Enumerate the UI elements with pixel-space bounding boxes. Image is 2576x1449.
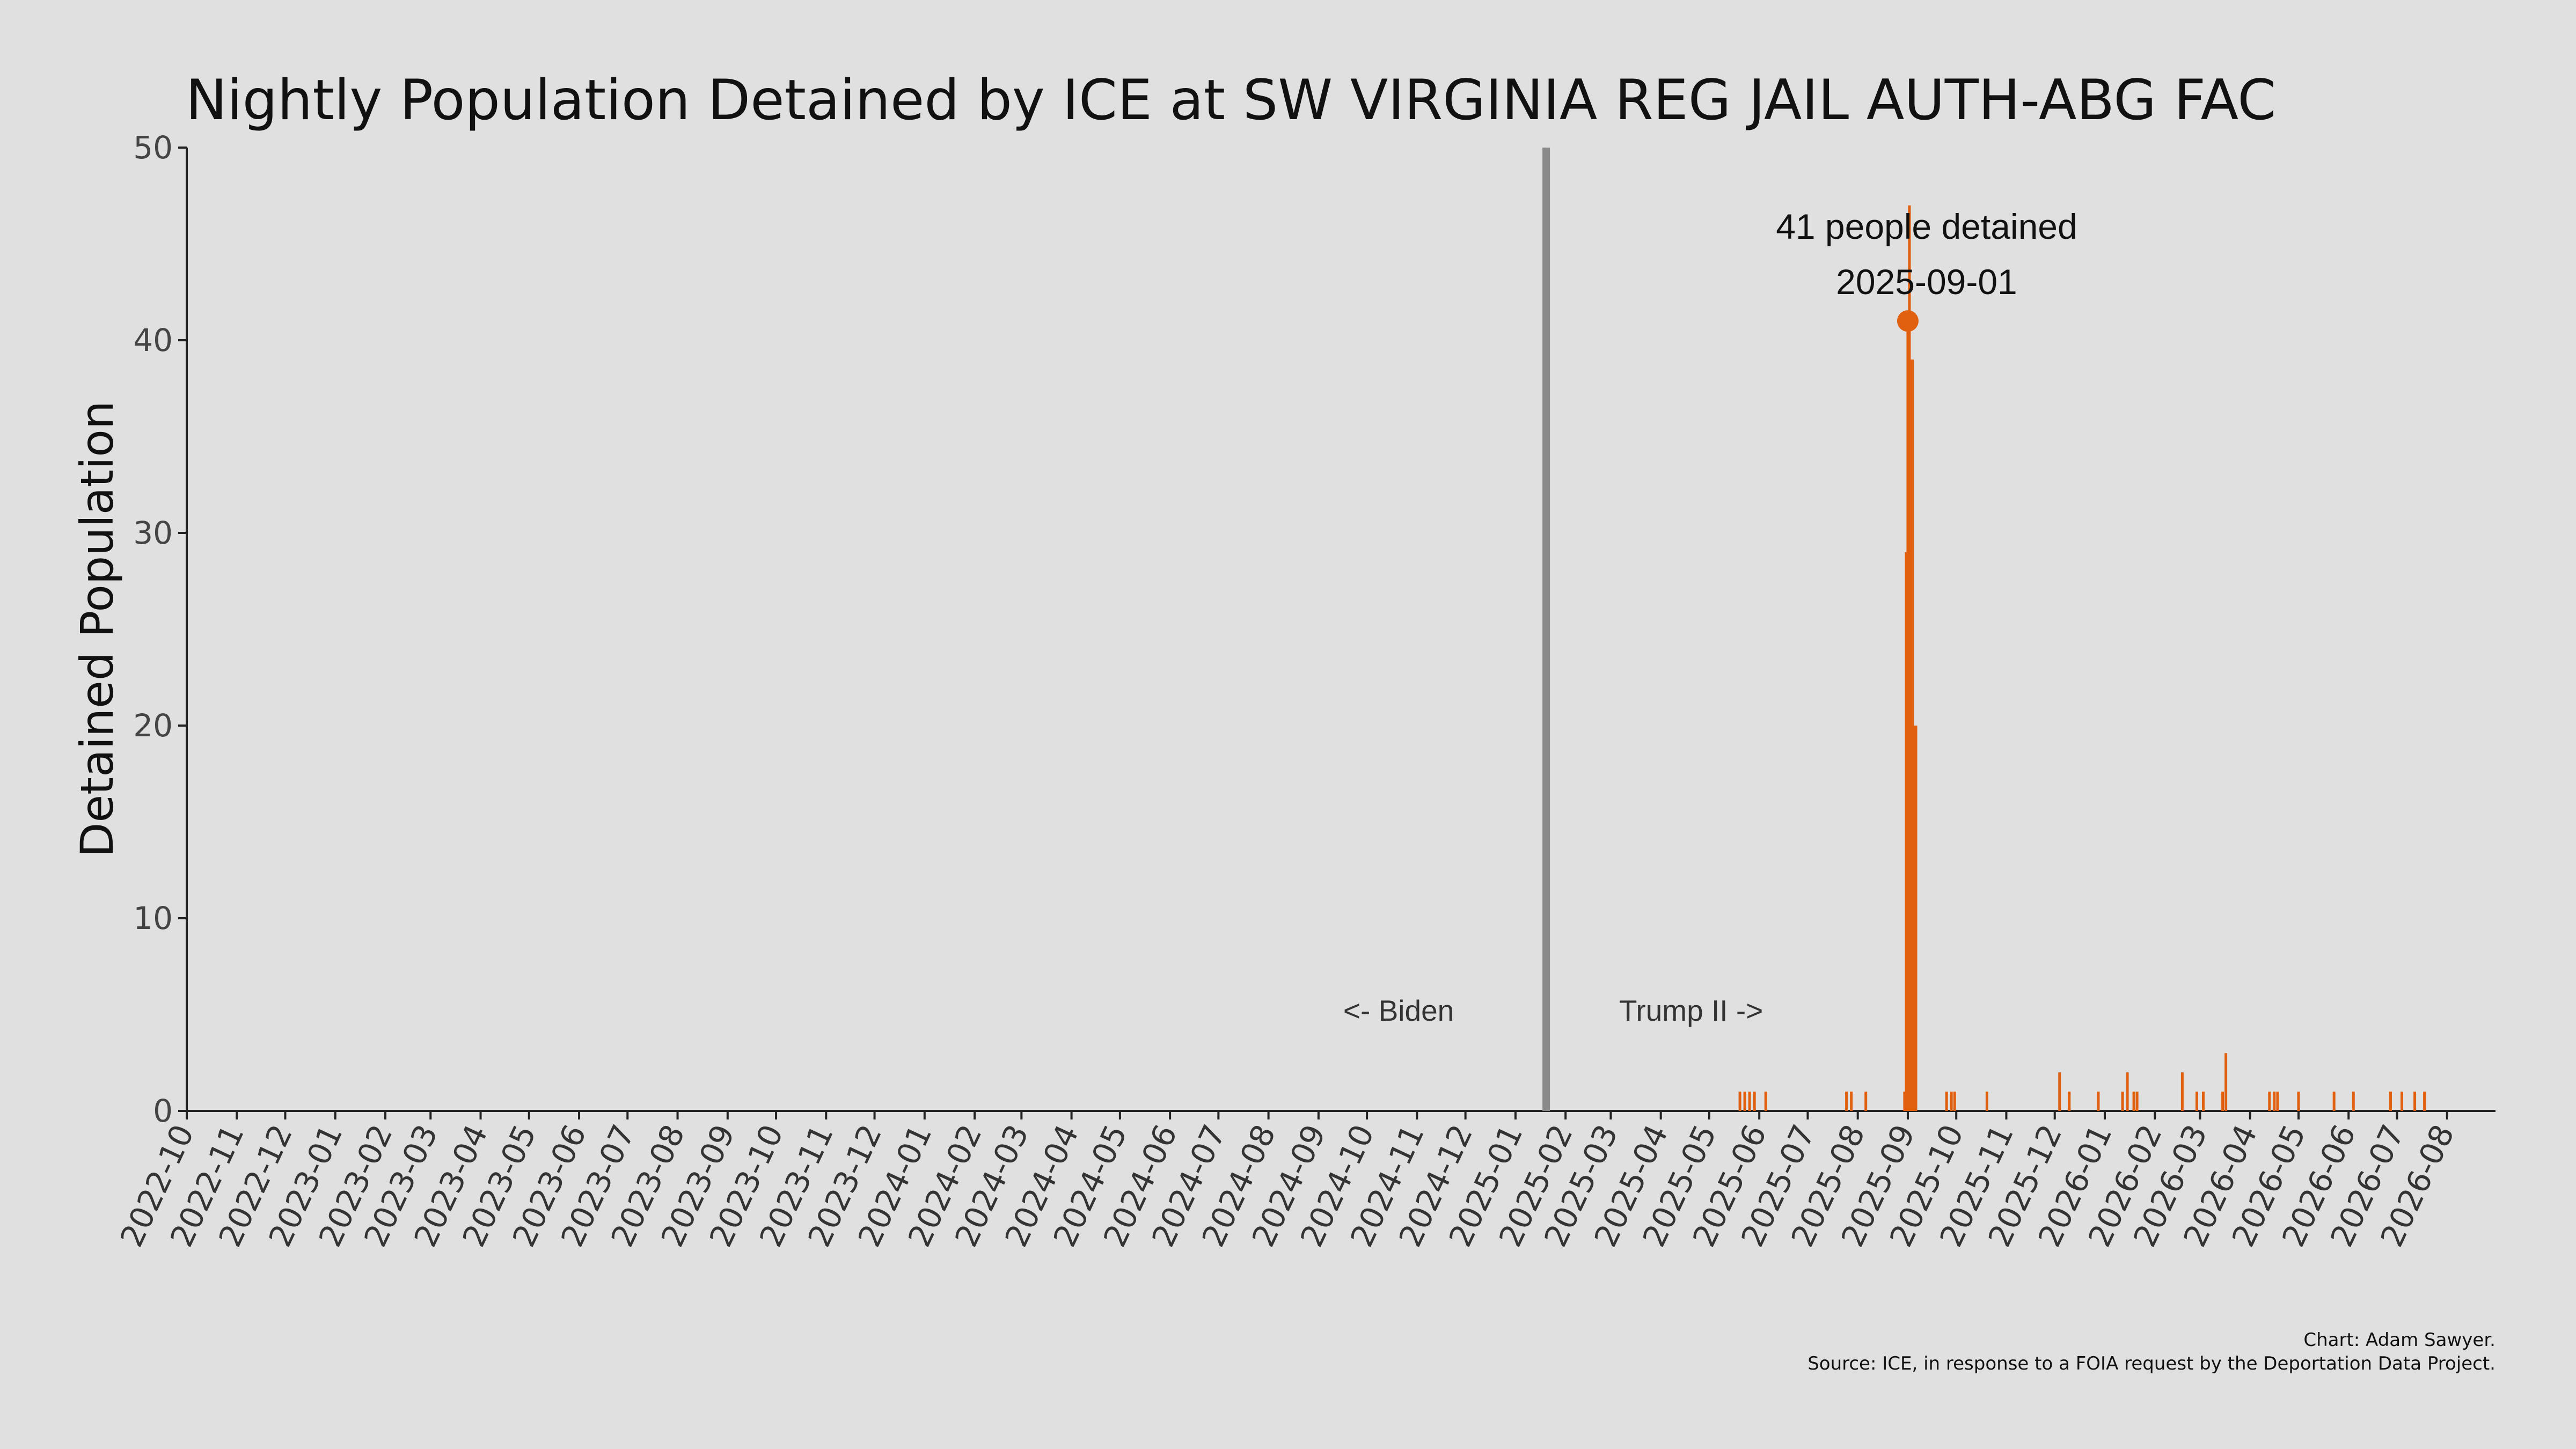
y-tick-label: 40 (133, 322, 173, 358)
bar (2221, 1092, 2224, 1111)
x-axis-ticks: 2022-102022-112022-122023-012023-022023-… (113, 1111, 2461, 1253)
bar (1913, 726, 1916, 1111)
bar (2423, 1092, 2426, 1111)
peak-annotation-count: 41 people detained (1776, 207, 2077, 246)
bar (1950, 1092, 1953, 1111)
bar (2195, 1092, 2198, 1111)
bar (1903, 1092, 1906, 1111)
y-tick-label: 30 (133, 515, 173, 551)
bar (2352, 1092, 2355, 1111)
bar (2273, 1092, 2276, 1111)
credit-source: Source: ICE, in response to a FOIA reque… (1807, 1353, 2496, 1374)
bar (2297, 1092, 2300, 1111)
bar (1905, 552, 1908, 1111)
bar (2121, 1092, 2124, 1111)
y-axis-ticks: 0 10 20 30 40 50 (133, 129, 187, 1129)
peak-marker (1897, 310, 1919, 332)
y-tick-label: 0 (153, 1093, 173, 1129)
bars (1738, 205, 2426, 1111)
bar (2135, 1092, 2139, 1111)
chart-title: Nightly Population Detained by ICE at SW… (186, 68, 2276, 133)
biden-era-label: <- Biden (1343, 994, 1454, 1027)
bar (1906, 321, 1909, 1111)
bar (2276, 1092, 2279, 1111)
y-tick-label: 50 (133, 129, 173, 166)
bar (1764, 1092, 1767, 1111)
bar (1953, 1092, 1956, 1111)
bar (1738, 1092, 1741, 1111)
bar (1748, 1092, 1751, 1111)
bar (2332, 1092, 2336, 1111)
bar (2201, 1092, 2205, 1111)
bar (1908, 205, 1911, 1111)
bar (2401, 1092, 2404, 1111)
bar (2268, 1092, 2271, 1111)
bar (2126, 1072, 2129, 1111)
bar (2132, 1092, 2135, 1111)
bar (1743, 1092, 1746, 1111)
y-axis-label: Detained Population (71, 401, 123, 857)
bar (2068, 1092, 2071, 1111)
bar (2180, 1072, 2184, 1111)
trump-era-label: Trump II -> (1619, 994, 1763, 1027)
bar (1911, 359, 1914, 1111)
bar (2224, 1053, 2228, 1111)
bar (1909, 359, 1913, 1111)
bar (1945, 1092, 1948, 1111)
bar (2097, 1092, 2100, 1111)
bar (1914, 726, 1918, 1111)
bar (1985, 1092, 1988, 1111)
y-tick-label: 10 (133, 900, 173, 936)
bar (1864, 1092, 1868, 1111)
credit-author: Chart: Adam Sawyer. (2303, 1329, 2496, 1351)
bar (2413, 1092, 2417, 1111)
bar (1850, 1092, 1853, 1111)
y-tick-label: 20 (133, 707, 173, 744)
bar (1845, 1092, 1848, 1111)
peak-annotation-date: 2025-09-01 (1836, 262, 2017, 302)
bar (2058, 1072, 2061, 1111)
bar (1753, 1092, 1756, 1111)
bar (2389, 1092, 2392, 1111)
